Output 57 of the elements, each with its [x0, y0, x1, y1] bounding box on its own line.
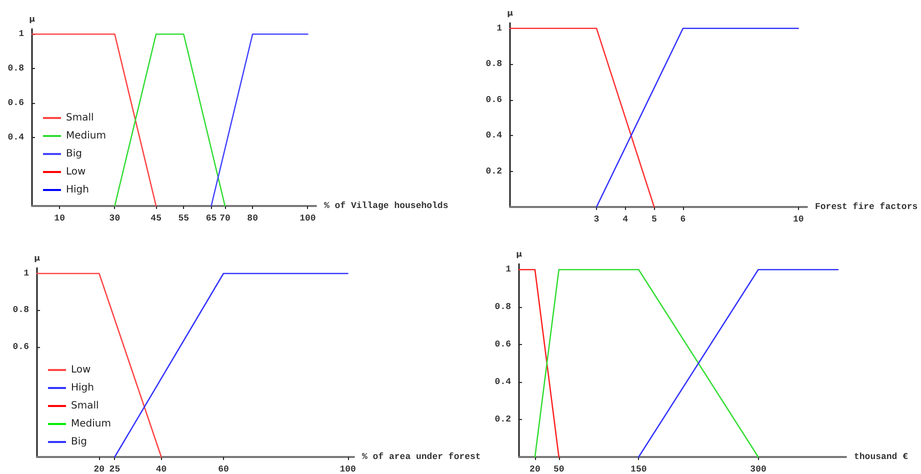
x-tick-label: 100: [340, 464, 356, 474]
x-tick-label: 65: [206, 214, 217, 224]
legend-label: Low: [66, 166, 86, 178]
legend-label: Small: [71, 400, 99, 412]
y-tick-label: 0.4: [494, 377, 512, 388]
x-tick-label: 10: [792, 214, 804, 224]
x-tick-label: 80: [247, 214, 258, 224]
x-tick-label: 45: [150, 214, 162, 224]
x-tick-label: 10: [54, 214, 65, 224]
x-tick-label: 3: [594, 214, 600, 224]
x-tick-label: 55: [178, 214, 190, 224]
legend-label: High: [66, 184, 89, 196]
x-tick-label: 70: [220, 214, 230, 224]
x-tick-label: 5: [651, 214, 657, 224]
y-tick-label: 0.8: [8, 64, 24, 74]
x-tick-label: 300: [750, 464, 766, 474]
y-tick-label: 0.8: [12, 305, 29, 316]
x-tick-label: 25: [109, 464, 120, 474]
x-axis-title: % of area under forest: [362, 452, 481, 462]
y-tick-label: 0.2: [494, 414, 511, 425]
y-tick-label: 1: [506, 264, 512, 275]
x-tick-label: 30: [109, 214, 120, 224]
y-tick-label: 0.6: [8, 98, 24, 108]
legend-label: Small: [66, 112, 94, 124]
y-axis-title: μ: [516, 250, 522, 258]
y-tick-label: 0.8: [486, 59, 502, 70]
y-tick-label: 0.4: [8, 132, 25, 142]
legend-label: Big: [71, 436, 87, 448]
x-axis-title: Forest fire factors: [815, 202, 918, 212]
legend-label: Medium: [71, 418, 111, 430]
x-tick-label: 150: [630, 464, 647, 474]
y-tick-label: 1: [18, 29, 25, 40]
y-tick-label: 1: [24, 268, 30, 279]
legend-label: High: [71, 382, 94, 394]
x-tick-label: 4: [622, 214, 629, 224]
y-axis-title: μ: [29, 14, 36, 24]
x-tick-label: 40: [156, 464, 167, 474]
y-tick-label: 0.8: [494, 302, 511, 312]
legend-label: Low: [71, 364, 91, 376]
legend-label: Big: [66, 148, 82, 160]
x-axis-title: thousand €: [854, 452, 909, 462]
y-tick-label: 0.2: [486, 166, 502, 176]
legend-label: Medium: [66, 130, 106, 142]
x-tick-label: 50: [553, 464, 564, 474]
y-tick-label: 1: [496, 23, 503, 34]
x-tick-label: 60: [218, 464, 229, 474]
y-tick-label: 0.6: [494, 340, 511, 350]
x-axis-title: % of Village households: [324, 201, 448, 211]
x-tick-label: 100: [300, 214, 316, 224]
y-axis-title: μ: [34, 254, 40, 262]
x-tick-label: 20: [94, 464, 105, 474]
y-tick-label: 0.6: [486, 94, 502, 105]
x-tick-label: 20: [530, 464, 540, 474]
x-tick-label: 6: [680, 214, 686, 224]
y-tick-label: 0.6: [12, 342, 29, 352]
y-tick-label: 0.4: [486, 130, 503, 141]
y-axis-title: μ: [507, 8, 514, 18]
